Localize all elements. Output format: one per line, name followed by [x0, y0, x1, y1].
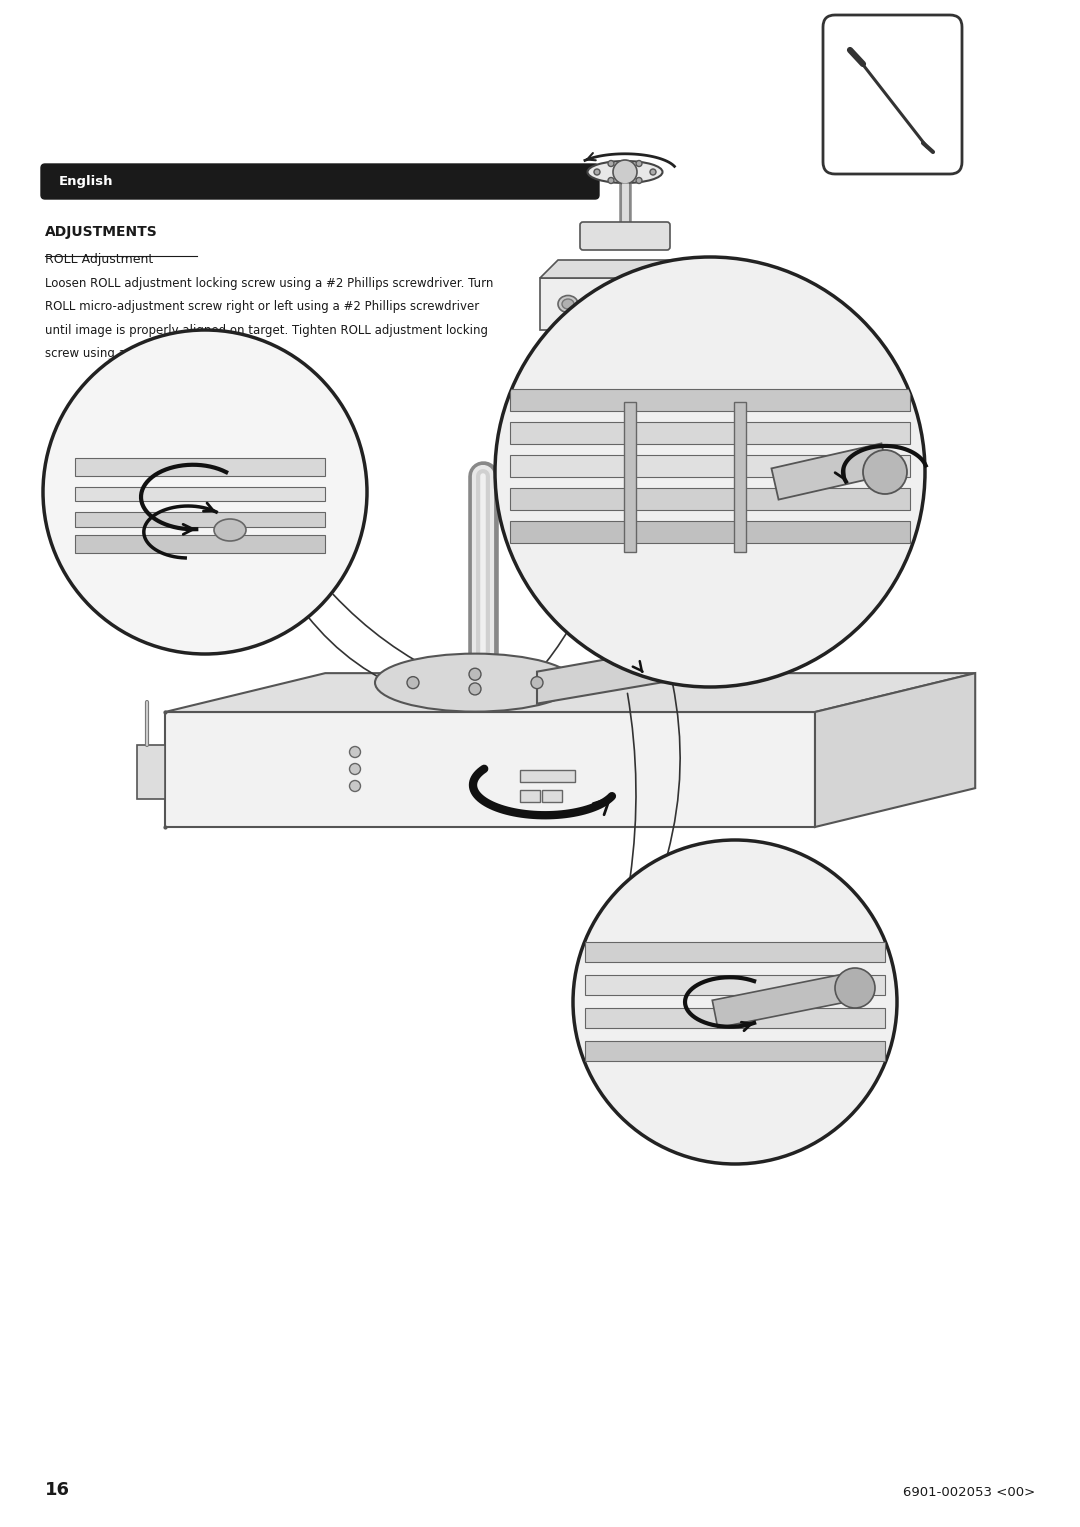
FancyArrow shape [771, 443, 889, 499]
Circle shape [608, 160, 615, 166]
FancyArrow shape [75, 534, 325, 553]
Ellipse shape [214, 519, 246, 541]
Circle shape [469, 683, 481, 695]
Circle shape [495, 257, 924, 687]
FancyArrow shape [585, 1008, 885, 1028]
Circle shape [573, 840, 897, 1164]
Circle shape [350, 780, 361, 791]
FancyArrow shape [585, 1041, 885, 1061]
FancyArrow shape [510, 421, 910, 444]
Bar [519, 789, 540, 802]
Circle shape [43, 330, 367, 654]
Polygon shape [705, 260, 723, 330]
Circle shape [608, 177, 615, 183]
Bar [519, 770, 575, 782]
Circle shape [531, 676, 543, 689]
Polygon shape [165, 673, 975, 712]
Ellipse shape [562, 299, 573, 308]
Circle shape [613, 160, 637, 183]
Bar [734, 402, 746, 551]
FancyArrow shape [510, 521, 910, 544]
FancyBboxPatch shape [580, 221, 670, 250]
FancyArrow shape [75, 487, 325, 501]
Circle shape [350, 764, 361, 774]
Polygon shape [537, 647, 672, 704]
Text: until image is properly aligned on target. Tighten ROLL adjustment locking: until image is properly aligned on targe… [45, 324, 488, 337]
Text: ADJUSTMENTS: ADJUSTMENTS [45, 224, 158, 240]
Text: 16: 16 [45, 1481, 70, 1500]
Polygon shape [540, 260, 723, 278]
Circle shape [636, 160, 642, 166]
Circle shape [594, 169, 600, 176]
Text: English: English [59, 176, 113, 188]
FancyArrow shape [75, 513, 325, 527]
FancyArrow shape [510, 455, 910, 476]
Ellipse shape [588, 160, 662, 183]
Polygon shape [815, 673, 975, 828]
FancyArrow shape [75, 458, 325, 476]
Ellipse shape [558, 296, 578, 313]
Circle shape [636, 177, 642, 183]
Text: 6901-002053 <00>: 6901-002053 <00> [903, 1486, 1035, 1500]
FancyArrow shape [712, 973, 858, 1028]
FancyArrow shape [585, 976, 885, 996]
Circle shape [650, 169, 656, 176]
Polygon shape [165, 712, 815, 828]
Polygon shape [540, 278, 705, 330]
Bar [542, 789, 562, 802]
Polygon shape [137, 745, 165, 799]
Text: ROLL micro-adjustment screw right or left using a #2 Phillips screwdriver: ROLL micro-adjustment screw right or lef… [45, 301, 480, 313]
Circle shape [863, 450, 907, 495]
Circle shape [469, 669, 481, 680]
Ellipse shape [375, 654, 575, 712]
Text: ROLL Adjustment: ROLL Adjustment [45, 253, 153, 266]
Circle shape [407, 676, 419, 689]
FancyBboxPatch shape [41, 163, 599, 199]
FancyArrow shape [510, 389, 910, 411]
FancyArrow shape [510, 489, 910, 510]
Circle shape [654, 647, 689, 681]
Bar [624, 402, 636, 551]
FancyBboxPatch shape [823, 15, 962, 174]
Circle shape [350, 747, 361, 757]
Text: Loosen ROLL adjustment locking screw using a #2 Phillips screwdriver. Turn: Loosen ROLL adjustment locking screw usi… [45, 276, 494, 290]
FancyArrow shape [585, 942, 885, 962]
Circle shape [835, 968, 875, 1008]
Text: screw using a #2 Phillips screwdriver.: screw using a #2 Phillips screwdriver. [45, 348, 268, 360]
